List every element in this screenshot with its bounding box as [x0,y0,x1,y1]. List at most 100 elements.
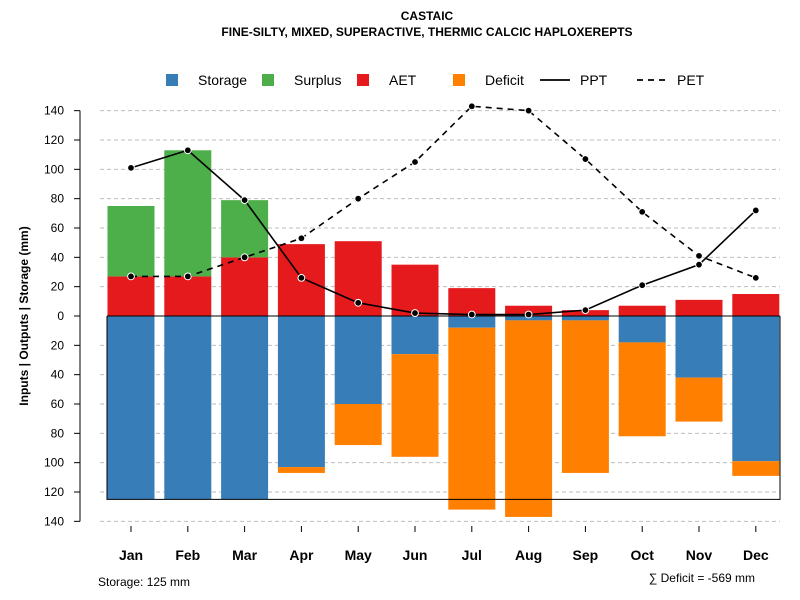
deficit-footer: ∑ Deficit = -569 mm [649,571,755,585]
gridlines [100,110,780,522]
x-tick-label: Feb [175,547,200,563]
ppt-point [297,273,306,282]
lines [127,102,760,319]
y-tick-label: 20 [51,280,65,294]
legend-surplus-swatch [262,74,274,86]
x-tick-label: Mar [232,547,257,563]
y-tick-label: 120 [44,485,64,499]
legend-pet-label: PET [677,72,705,88]
y-tick-label: 100 [44,162,64,176]
storage-bar [164,316,212,500]
y-axis-label: Inputs | Outputs | Storage (mm) [17,226,31,405]
ppt-point [240,196,249,205]
y-tick-label: 80 [51,426,65,440]
x-tick-label: Aug [515,547,542,563]
ppt-point [127,163,135,172]
x-tick-label: Jan [119,547,143,563]
aet-bar [675,299,723,316]
deficit-bar [391,354,439,457]
surplus-bar [107,205,155,277]
x-tick-label: Nov [686,547,713,563]
aet-bar [221,257,269,316]
pet-point [411,158,419,166]
y-tick-label: 60 [51,221,65,235]
storage-bar [675,316,723,378]
storage-bar [221,316,269,500]
ppt-line [130,149,757,316]
y-tick-label: 40 [51,368,65,382]
x-tick-label: Sep [573,547,599,563]
pet-point [751,273,760,282]
storage-bar [618,316,666,343]
y-tick-label: 100 [44,456,64,470]
deficit-bar [277,467,325,473]
ppt-point [183,146,192,155]
x-tick-label: Oct [631,547,655,563]
deficit-bar [334,404,382,446]
legend-storage-swatch [166,74,178,86]
pet-point [581,155,590,163]
y-tick-label: 40 [51,250,65,264]
ppt-point [467,310,476,319]
pet-point [467,102,476,111]
x-tick-label: Apr [289,547,314,563]
aet-bar [164,276,212,316]
x-tick-label: Jun [403,547,428,563]
ppt-point [354,298,363,307]
chart-title: CASTAIC [401,9,454,23]
pet-point [524,106,533,115]
ppt-point [411,309,419,317]
chart-subtitle: FINE-SILTY, MIXED, SUPERACTIVE, THERMIC … [221,25,632,39]
pet-point [240,253,249,262]
ppt-point [638,281,647,290]
y-tick-label: 80 [51,192,65,206]
storage-bar [391,316,439,355]
x-tick-label: Dec [743,547,769,563]
legend-deficit-swatch [453,74,465,86]
ppt-point [524,310,533,319]
storage-bar [334,316,382,405]
deficit-bar [618,342,666,437]
aet-bar [391,264,439,316]
legend: Storage Surplus AET Deficit PPT PET [166,72,705,88]
deficit-bar [505,320,553,517]
y-tick-label: 20 [51,338,65,352]
storage-footer: Storage: 125 mm [98,575,190,589]
aet-bar [618,305,666,316]
legend-aet-swatch [357,74,369,86]
deficit-bar [561,320,609,473]
x-tick-label: May [345,547,372,563]
aet-bar [732,293,780,316]
y-tick-label: 120 [44,133,64,147]
storage-capacity-frame [106,316,781,500]
pet-point [695,251,703,260]
storage-bar [448,316,496,328]
aet-bar [107,276,155,316]
axes: 0 20 40 60 80 100 120 140 20 40 60 80 100 120 140 Jan Fe… [44,104,781,563]
y-tick-label: 140 [44,104,64,118]
storage-bar [732,316,780,462]
pet-line [131,105,757,279]
legend-ppt-label: PPT [580,72,608,88]
ppt-point [695,260,703,269]
pet-point [183,272,192,281]
pet-point [638,207,647,216]
ppt-point [581,306,590,315]
legend-deficit-label: Deficit [485,72,524,88]
legend-aet-label: AET [389,72,417,88]
y-tick-label: 0 [57,309,64,323]
y-tick-label: 140 [44,514,64,528]
x-tick-label: Jul [462,547,482,563]
ppt-point [751,206,760,215]
bars [107,150,780,517]
pet-point [297,234,306,243]
deficit-bar [732,461,780,476]
storage-bar [561,316,609,321]
storage-bar [277,316,325,468]
pet-point [354,194,363,203]
pet-point [127,272,135,281]
deficit-bar [675,377,723,422]
legend-surplus-label: Surplus [294,72,341,88]
storage-bar [107,316,155,500]
